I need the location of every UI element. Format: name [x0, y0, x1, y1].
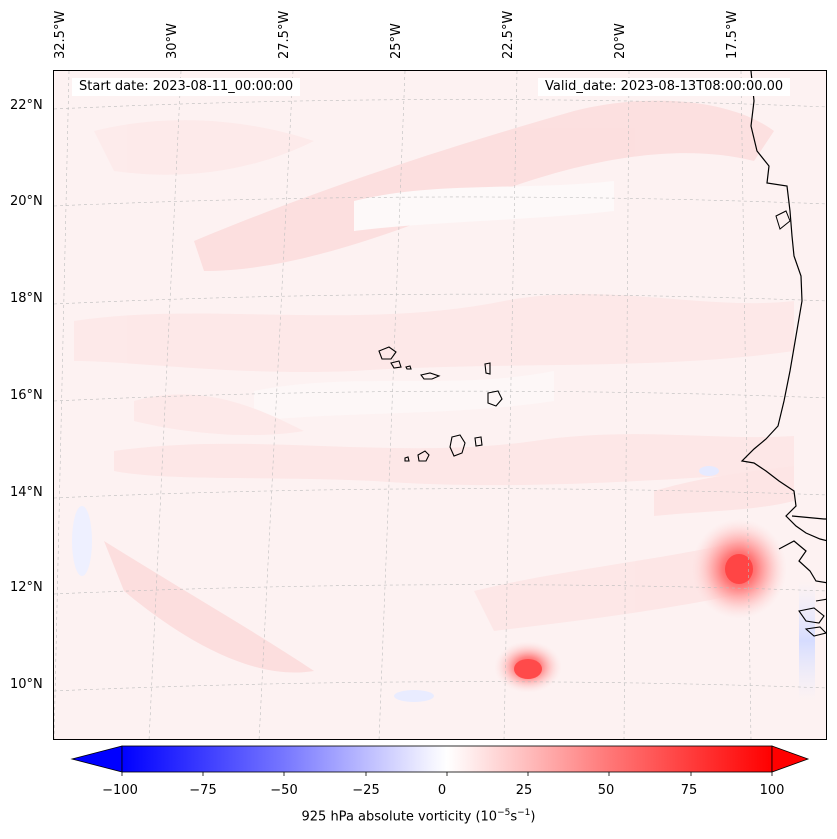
- blue-streak-east: [799, 581, 815, 701]
- coast-inlet: [775, 210, 791, 230]
- colorbar-tick-neg75: −75: [189, 783, 217, 798]
- lon-label-20w: 20°W: [613, 23, 628, 59]
- colorbar-tick-neg100: −100: [102, 783, 138, 798]
- lon-label-27-5w: 27.5°W: [277, 10, 292, 59]
- colorbar-gradient: [121, 745, 773, 773]
- colorbar-tick-25: 25: [515, 783, 533, 798]
- colorbar-tick-marks: [121, 772, 773, 776]
- valid-date-box: Valid_date: 2023-08-13T08:00:00.00: [538, 78, 791, 96]
- vorticity-map: [53, 70, 827, 740]
- colorbar: [70, 745, 810, 776]
- colorbar-tick-0: 0: [437, 783, 447, 798]
- blue-patch-south: [394, 690, 434, 702]
- lon-label-25w: 25°W: [389, 23, 404, 59]
- colorbar-label-exp2: −1: [517, 808, 531, 818]
- coast-segment-guinea: [778, 540, 826, 584]
- lat-label-20n: 20°N: [10, 194, 43, 209]
- start-date-box: Start date: 2023-08-11_00:00:00: [72, 78, 301, 96]
- lat-label-22n: 22°N: [10, 98, 43, 113]
- lon-label-30w: 30°W: [165, 23, 180, 59]
- colorbar-label: 925 hPa absolute vorticity (10−5s−1): [0, 808, 837, 824]
- lat-label-10n: 10°N: [10, 677, 43, 692]
- colorbar-tick-neg50: −50: [270, 783, 298, 798]
- colorbar-label-exp1: −5: [497, 808, 511, 818]
- lon-label-22-5w: 22.5°W: [501, 10, 516, 59]
- colorbar-high-extend: [771, 745, 810, 773]
- colorbar-tick-100: 100: [759, 783, 785, 798]
- field-patches: [74, 100, 794, 673]
- vortex-core-south: [514, 659, 542, 679]
- gridlines: [54, 71, 826, 739]
- lon-label-17-5w: 17.5°W: [725, 10, 740, 59]
- blue-patch-west: [72, 506, 92, 576]
- coast-segment-gambia: [791, 515, 826, 520]
- lat-label-12n: 12°N: [10, 580, 43, 595]
- colorbar-low-extend: [70, 745, 123, 773]
- blue-patch-coast: [699, 466, 719, 476]
- lat-label-18n: 18°N: [10, 291, 43, 306]
- map-canvas: [54, 71, 826, 739]
- lat-label-14n: 14°N: [10, 485, 43, 500]
- lon-label-32-5w: 32.5°W: [53, 10, 68, 59]
- colorbar-label-main: 925 hPa absolute vorticity (10: [301, 809, 498, 825]
- coast-islands-bijagos: [798, 598, 826, 637]
- colorbar-tick-50: 50: [597, 783, 615, 798]
- africa-coastline: [740, 71, 826, 542]
- colorbar-label-mid: s: [510, 809, 518, 825]
- lat-label-16n: 16°N: [10, 388, 43, 403]
- colorbar-label-end: ): [530, 809, 536, 825]
- colorbar-tick-neg25: −25: [352, 783, 380, 798]
- colorbar-tick-75: 75: [680, 783, 698, 798]
- vortex-core-east: [725, 554, 753, 584]
- cape-verde-islands: [378, 346, 503, 462]
